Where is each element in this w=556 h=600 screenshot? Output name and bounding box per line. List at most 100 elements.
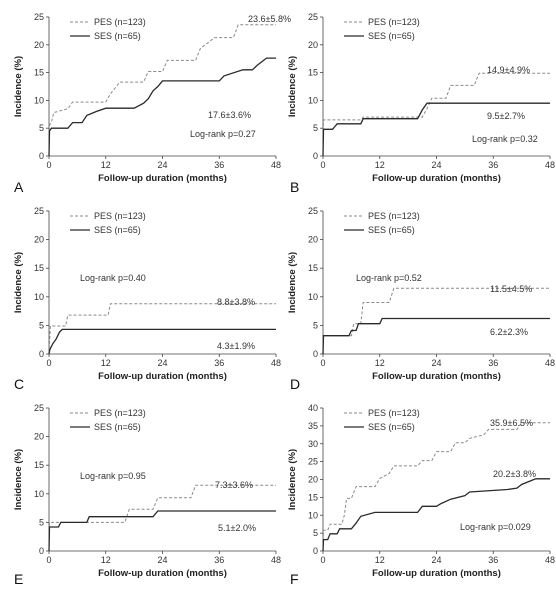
x-axis-label: Follow-up duration (months) [98,371,227,382]
legend-ses-label: SES (n=65) [368,225,415,235]
x-axis-label: Follow-up duration (months) [372,568,501,579]
y-tick-label: 15 [308,263,318,273]
y-tick-label: 25 [308,457,318,467]
y-tick-label: 25 [34,12,44,22]
y-tick-label: 5 [39,320,44,330]
x-tick-label: 24 [157,160,167,170]
legend-ses-label: SES (n=65) [94,31,141,41]
ses-series-line [322,478,550,552]
pes-value-label: 23.6±5.8% [248,14,291,24]
y-tick-label: 0 [313,151,318,161]
x-tick-label: 48 [271,555,281,565]
pes-series-line [322,287,550,355]
pes-value-label: 14.9±4.9% [487,65,530,75]
y-tick-label: 15 [34,460,44,470]
x-tick-label: 48 [545,358,555,368]
x-tick-label: 36 [488,555,498,565]
y-tick-label: 10 [34,95,44,105]
x-tick-label: 12 [375,358,385,368]
log-rank-annotation: Log-rank p=0.95 [80,471,146,481]
legend-pes-label: PES (n=123) [94,17,146,27]
y-tick-label: 0 [39,151,44,161]
panel-f: 0 5 10 15 20 25 30 35 40 0 12 24 36 48 Follow-up durat… [287,403,555,587]
y-axis-label: Incidence (%) [13,252,24,313]
ses-value-label: 20.2±3.8% [493,469,536,479]
panel-b: 0 5 10 15 20 25 0 12 24 36 48 Follow-up duration (m… [287,12,555,195]
x-tick-label: 0 [320,160,325,170]
ses-value-label: 5.1±2.0% [218,523,256,533]
x-tick-label: 0 [46,160,51,170]
ses-value-label: 17.6±3.6% [208,110,251,120]
y-axis-label: Incidence (%) [287,449,298,510]
y-tick-label: 25 [34,206,44,216]
y-tick-label: 25 [34,403,44,413]
y-tick-label: 25 [308,206,318,216]
x-axis-label: Follow-up duration (months) [372,371,501,382]
panel-c: 0 5 10 15 20 25 0 12 24 36 48 Follow-up duration (m… [13,206,281,392]
log-rank-annotation: Log-rank p=0.27 [190,129,256,139]
y-tick-label: 0 [313,349,318,359]
legend-pes-label: PES (n=123) [94,211,146,221]
legend-pes-label: PES (n=123) [368,408,420,418]
y-tick-label: 15 [308,68,318,78]
y-tick-label: 35 [308,421,318,431]
ses-series-line [48,57,276,157]
x-tick-label: 48 [271,160,281,170]
pes-series-line [322,422,550,552]
x-tick-label: 24 [431,160,441,170]
ses-value-label: 6.2±2.3% [490,327,528,337]
y-tick-label: 10 [34,292,44,302]
x-tick-label: 48 [271,358,281,368]
legend-ses-label: SES (n=65) [368,31,415,41]
legend-ses-label: SES (n=65) [94,225,141,235]
ses-series-line [322,317,550,355]
ses-value-label: 9.5±2.7% [487,111,525,121]
x-tick-label: 24 [157,555,167,565]
y-tick-label: 5 [39,517,44,527]
legend-pes-label: PES (n=123) [368,211,420,221]
y-tick-label: 15 [34,263,44,273]
panel-label: E [14,571,23,587]
x-tick-label: 12 [375,555,385,565]
x-tick-label: 36 [214,160,224,170]
x-axis-label: Follow-up duration (months) [98,173,227,184]
y-tick-label: 15 [34,68,44,78]
legend-pes-label: PES (n=123) [368,17,420,27]
x-tick-label: 12 [101,160,111,170]
log-rank-annotation: Log-rank p=0.32 [472,134,538,144]
x-tick-label: 24 [157,358,167,368]
ses-series-line [48,510,276,552]
x-tick-label: 48 [545,555,555,565]
legend-ses-label: SES (n=65) [368,422,415,432]
y-axis-label: Incidence (%) [287,252,298,313]
y-tick-label: 40 [308,403,318,413]
x-tick-label: 36 [214,555,224,565]
x-tick-label: 12 [375,160,385,170]
panel-d: 0 5 10 15 20 25 0 12 24 36 48 Follow-up duration (m… [287,206,555,392]
panel-label: C [14,376,24,392]
y-axis-label: Incidence (%) [287,56,298,117]
x-tick-label: 12 [101,358,111,368]
y-tick-label: 0 [39,349,44,359]
panel-a: 0 5 10 15 20 25 0 12 24 36 48 Follow-up duration (m… [13,12,291,195]
y-tick-label: 15 [308,492,318,502]
pes-value-label: 8.8±3.8% [217,297,255,307]
x-axis-label: Follow-up duration (months) [98,568,227,579]
x-tick-label: 0 [320,555,325,565]
y-tick-label: 5 [313,123,318,133]
ses-series-line [322,102,550,157]
x-tick-label: 36 [488,358,498,368]
x-tick-label: 0 [46,358,51,368]
y-axis-label: Incidence (%) [13,56,24,117]
panel-label: F [290,571,299,587]
y-tick-label: 5 [313,320,318,330]
ses-value-label: 4.3±1.9% [217,341,255,351]
y-tick-label: 20 [34,235,44,245]
pes-series-line [48,303,276,355]
log-rank-annotation: Log-rank p=0.029 [460,522,531,532]
y-tick-label: 10 [308,292,318,302]
panel-e: 0 5 10 15 20 25 0 12 24 36 48 Follow-up duration (m… [13,403,281,587]
log-rank-annotation: Log-rank p=0.52 [356,273,422,283]
y-tick-label: 30 [308,439,318,449]
